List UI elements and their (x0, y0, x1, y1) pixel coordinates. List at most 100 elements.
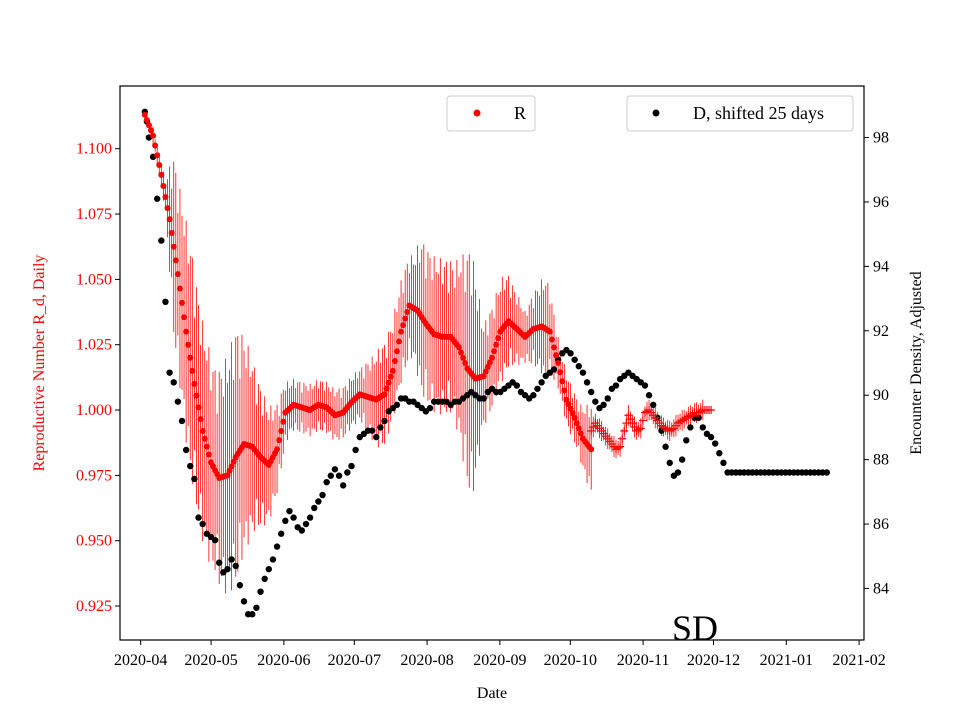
R-point (400, 322, 407, 329)
D-point (571, 356, 578, 363)
R-point (176, 285, 183, 292)
x-tick-label: 2020-10 (544, 652, 597, 669)
R-point (145, 122, 152, 129)
legend-D-label: D, shifted 25 days (693, 103, 824, 123)
R-plus-point (614, 443, 623, 452)
x-tick-label: 2020-07 (328, 652, 381, 669)
D-point (253, 604, 260, 611)
D-point (306, 514, 314, 521)
D-point (712, 440, 719, 447)
D-point (187, 462, 194, 470)
R-point (571, 414, 578, 421)
D-point (331, 466, 339, 473)
R-point (565, 401, 572, 408)
D-point (199, 520, 206, 528)
R-point (385, 379, 392, 386)
x-axis-ticks: 2020-04 2020-05 2020-06 2020-07 2020-08 2020-… (114, 640, 886, 669)
D-point (377, 424, 384, 431)
y-left-tick-label: 1.075 (76, 206, 112, 223)
R-plus-point (620, 426, 629, 435)
y-left-tick-label: 1.025 (76, 337, 112, 354)
legend-R-frame (446, 95, 536, 132)
R-point (224, 472, 231, 479)
R-plus-point (688, 409, 697, 418)
R-point (404, 309, 411, 316)
R-point (567, 405, 574, 412)
y-left-axis-ticks: 0.925 0.950 0.975 1.000 1.025 1.050 1.075 1.100 (76, 141, 120, 615)
R-plus-point (682, 413, 691, 422)
R-point (573, 420, 580, 427)
y-right-axis-ticks: 84 86 88 90 92 94 96 98 (864, 130, 889, 597)
R-plus-point (674, 419, 682, 428)
R-point (548, 336, 555, 343)
D-point (588, 388, 595, 396)
R-point (189, 367, 196, 374)
R-point (393, 348, 400, 355)
x-tick-label: 2020-12 (687, 652, 740, 669)
R-plus-point (659, 423, 668, 432)
D-point (650, 401, 657, 409)
R-plus-point (638, 416, 647, 425)
R-point (491, 348, 498, 355)
legend-D-frame (626, 95, 854, 132)
R-point (278, 427, 285, 434)
D-point (269, 556, 277, 563)
y-left-tick-label: 1.050 (76, 271, 112, 288)
D-point (323, 478, 330, 486)
D-point (674, 469, 682, 476)
R-point (489, 354, 495, 361)
R-plus-point (616, 442, 625, 451)
R-point (195, 404, 202, 411)
D-point (319, 491, 326, 499)
R-point (559, 378, 566, 385)
R-plus-point (636, 424, 645, 433)
R-point (577, 430, 584, 437)
R-point (158, 171, 165, 178)
D-point (567, 350, 574, 357)
R-point (156, 162, 163, 169)
R-point (228, 463, 235, 470)
y-right-tick-label: 84 (873, 580, 889, 597)
R-point (495, 335, 502, 342)
R-point (141, 111, 148, 118)
D-point (823, 469, 830, 476)
D-point (162, 298, 169, 306)
R-point (588, 446, 595, 453)
y-right-tick-label: 98 (873, 130, 889, 147)
D-point (191, 475, 198, 483)
D-point (211, 536, 219, 544)
series-R-plus-points (587, 406, 716, 454)
y-left-tick-label: 0.975 (76, 467, 112, 484)
R-point (546, 328, 553, 335)
legend-R-label: R (514, 103, 526, 123)
y-left-tick-label: 0.925 (76, 598, 112, 615)
R-point (150, 132, 157, 139)
D-point (583, 379, 591, 386)
D-point (530, 392, 537, 399)
D-point (426, 404, 434, 412)
D-point (286, 507, 293, 515)
D-point (335, 472, 343, 479)
R-point (170, 243, 177, 250)
D-point (480, 395, 487, 402)
D-point (600, 401, 607, 409)
D-point (612, 382, 620, 389)
error-bars (144, 110, 704, 594)
R-point (203, 443, 210, 450)
x-tick-label: 2020-06 (257, 652, 310, 669)
R-plus-point (707, 406, 716, 415)
x-tick-label: 2020-09 (473, 652, 526, 669)
R-point (201, 435, 208, 442)
D-point (273, 543, 281, 550)
R-point (191, 380, 198, 387)
D-point (641, 382, 649, 389)
D-point (249, 611, 256, 618)
D-point (575, 363, 582, 370)
R-plus-point (587, 426, 596, 435)
R-point (480, 373, 487, 380)
D-point (170, 379, 177, 386)
D-point (348, 462, 355, 470)
y-right-tick-label: 94 (873, 258, 889, 275)
R-point (174, 271, 181, 278)
D-point (381, 417, 388, 425)
